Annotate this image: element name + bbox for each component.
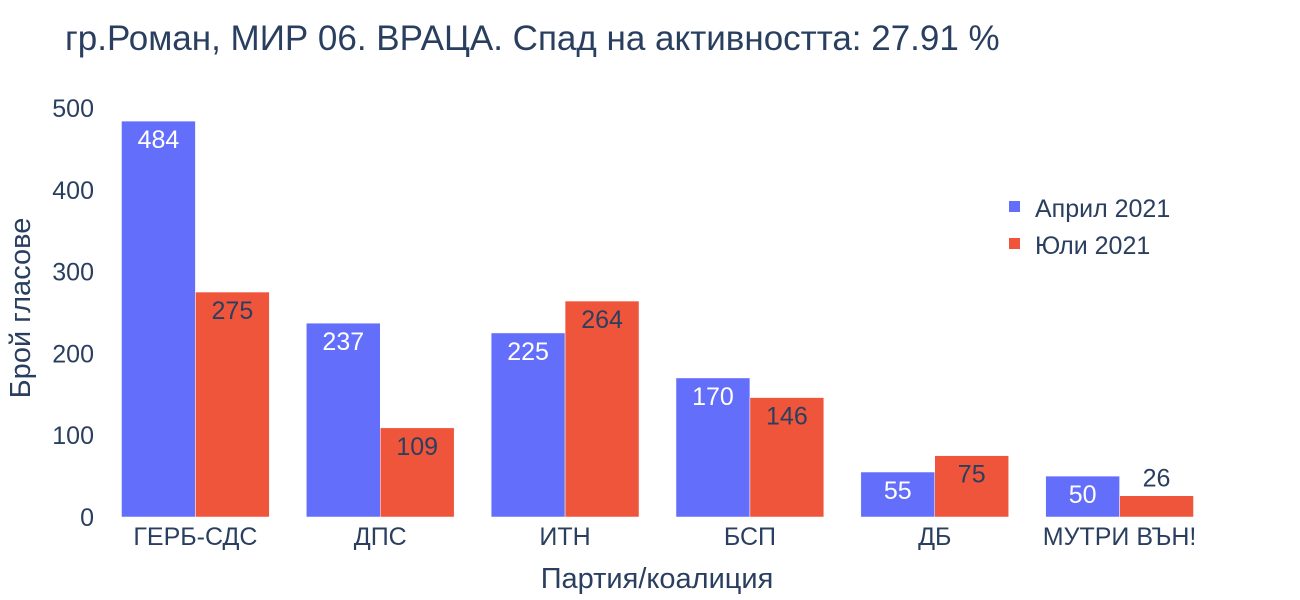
bar-labels-layer: 484 275 237 109 225 264 170 146 55 75 50 26 <box>138 126 1171 509</box>
bars-layer <box>121 120 1194 518</box>
y-tick-label: 400 <box>52 177 94 205</box>
legend[interactable]: Април 2021 Юли 2021 <box>1009 195 1170 260</box>
x-tick-label: БСП <box>724 523 776 551</box>
legend-swatch[interactable] <box>1009 201 1020 212</box>
y-axis-title: Брой гласове <box>5 218 37 399</box>
bar-value-label: 275 <box>212 297 254 325</box>
bar-july[interactable] <box>380 427 455 518</box>
legend-label[interactable]: Юли 2021 <box>1035 232 1150 260</box>
x-axis-title: Партия/коалиция <box>541 563 774 595</box>
bar-value-label: 55 <box>884 477 912 505</box>
chart-title: гр.Роман, МИР 06. ВРАЦА. Спад на активно… <box>65 19 1000 58</box>
bar-value-label: 170 <box>692 383 734 411</box>
bar-value-label: 146 <box>766 403 808 431</box>
bar-april[interactable] <box>1045 475 1120 518</box>
y-tick-label: 0 <box>80 504 94 532</box>
legend-swatch[interactable] <box>1009 238 1020 249</box>
bar-value-label: 50 <box>1069 481 1097 509</box>
bar-april[interactable] <box>121 120 196 518</box>
x-tick-label: МУТРИ ВЪН! <box>1043 523 1197 551</box>
x-tick-label: ДПС <box>354 523 407 551</box>
bar-july[interactable] <box>934 455 1009 518</box>
bar-value-label: 264 <box>581 306 623 334</box>
x-tick-label: ГЕРБ-СДС <box>133 523 257 551</box>
bar-value-label: 225 <box>507 338 549 366</box>
x-tick-label: ИТН <box>539 523 590 551</box>
bar-july[interactable] <box>1119 495 1194 518</box>
bar-april[interactable] <box>490 332 566 518</box>
y-tick-label: 300 <box>52 259 94 287</box>
bar-value-label: 26 <box>1143 465 1171 493</box>
legend-label[interactable]: Април 2021 <box>1035 195 1170 223</box>
bar-value-label: 75 <box>958 461 986 489</box>
bar-july[interactable] <box>749 397 825 518</box>
y-tick-label: 500 <box>52 95 94 123</box>
x-tick-label: ДБ <box>918 523 951 551</box>
bar-july[interactable] <box>564 300 640 518</box>
bar-july[interactable] <box>195 291 270 518</box>
bar-april[interactable] <box>306 322 381 518</box>
x-axis-ticks: ГЕРБ-СДС ДПС ИТН БСП ДБ МУТРИ ВЪН! <box>133 523 1196 551</box>
y-tick-label: 200 <box>52 340 94 368</box>
y-tick-label: 100 <box>52 422 94 450</box>
bar-april[interactable] <box>675 377 751 518</box>
bar-april[interactable] <box>860 471 935 518</box>
bar-value-label: 237 <box>322 328 364 356</box>
bar-value-label: 109 <box>396 433 438 461</box>
bar-value-label: 484 <box>138 126 180 154</box>
y-axis-ticks: 0 100 200 300 400 500 <box>52 95 94 532</box>
